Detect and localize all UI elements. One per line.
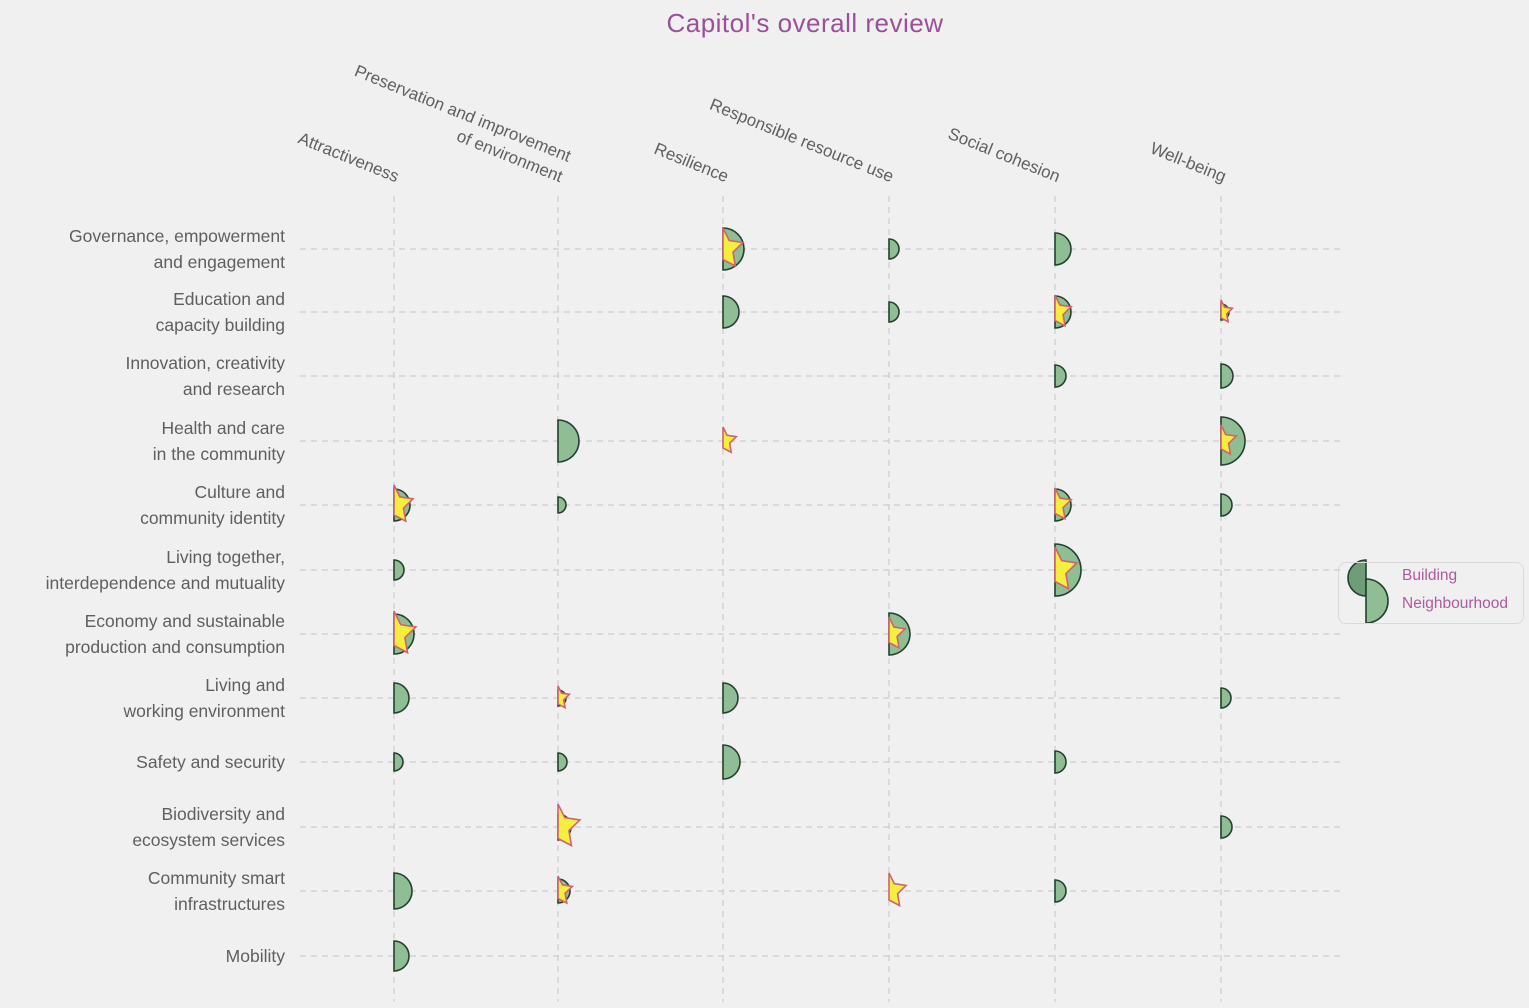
row-label-11: Mobility [225,946,285,966]
row-label-7: Living and working environment [123,675,285,721]
row-label-0: Governance, empowerment and engagement [69,226,285,272]
half-circle-marker-r7-c5[interactable] [1220,687,1232,709]
half-star-marker-r10-c1[interactable] [557,875,575,905]
half-circle-marker-r7-c0[interactable] [393,682,410,714]
half-circle-marker-r1-c3[interactable] [888,301,900,323]
half-circle-marker-r2-c5[interactable] [1220,363,1234,389]
row-label-8: Safety and security [136,752,285,772]
half-star-marker-r5-c4[interactable] [1054,546,1079,591]
half-circle-marker-r2-c4[interactable] [1054,364,1067,388]
half-star-marker-r4-c4[interactable] [1054,487,1073,521]
row-label-1: Education and capacity building [155,289,285,335]
half-star-marker-r7-c1[interactable] [557,685,572,710]
half-star-marker-r6-c0[interactable] [393,610,418,655]
legend-item-neighbourhood[interactable]: Neighbourhood [1402,595,1509,612]
half-star-marker-r1-c4[interactable] [1054,294,1073,328]
half-circle-marker-r7-c2[interactable] [722,682,739,714]
half-star-marker-r1-c5[interactable] [1220,299,1235,324]
row-label-10: Community smart infrastructures [147,868,285,914]
row-label-2: Innovation, creativity and research [125,353,285,399]
half-circle-marker-r4-c5[interactable] [1220,493,1233,517]
half-circle-marker-r3-c1[interactable] [557,419,580,463]
half-star-marker-r6-c3[interactable] [888,616,907,650]
half-circle-marker-r8-c0[interactable] [393,752,404,772]
half-circle-marker-r1-c2[interactable] [722,295,740,329]
half-star-marker-r10-c3[interactable] [888,872,908,908]
legend-box[interactable] [1338,562,1524,624]
half-circle-marker-r9-c5[interactable] [1220,815,1233,839]
half-circle-marker-r8-c4[interactable] [1054,750,1067,774]
half-circle-marker-r10-c4[interactable] [1054,879,1067,903]
legend-item-building[interactable]: Building [1402,567,1458,584]
half-circle-marker-r11-c0[interactable] [393,940,410,972]
half-star-marker-r4-c0[interactable] [393,484,415,523]
row-label-3: Health and care in the community [152,418,285,464]
half-circle-marker-r8-c2[interactable] [722,744,741,780]
legend-neighbourhood-half-circle-icon[interactable] [1365,578,1389,624]
row-label-6: Economy and sustainable production and co… [65,611,285,657]
half-circle-marker-r0-c3[interactable] [888,238,900,260]
half-circle-marker-r0-c4[interactable] [1054,232,1072,266]
row-label-5: Living together, interdependence and mutu… [45,547,285,593]
row-label-4: Culture and community identity [140,482,285,528]
half-circle-marker-r10-c0[interactable] [393,872,413,910]
half-star-marker-r9-c1[interactable] [557,803,582,848]
half-star-marker-r3-c2[interactable] [722,426,738,454]
half-circle-marker-r4-c1[interactable] [557,496,567,514]
half-circle-marker-r5-c0[interactable] [393,559,405,581]
row-label-9: Biodiversity and ecosystem services [132,804,285,850]
chart-title: Capitol's overall review [666,8,944,38]
half-star-marker-r0-c2[interactable] [722,227,745,268]
legend-building-half-circle-icon[interactable] [1347,559,1367,597]
half-star-marker-r3-c5[interactable] [1220,424,1238,456]
half-circle-marker-r8-c1[interactable] [557,752,568,772]
